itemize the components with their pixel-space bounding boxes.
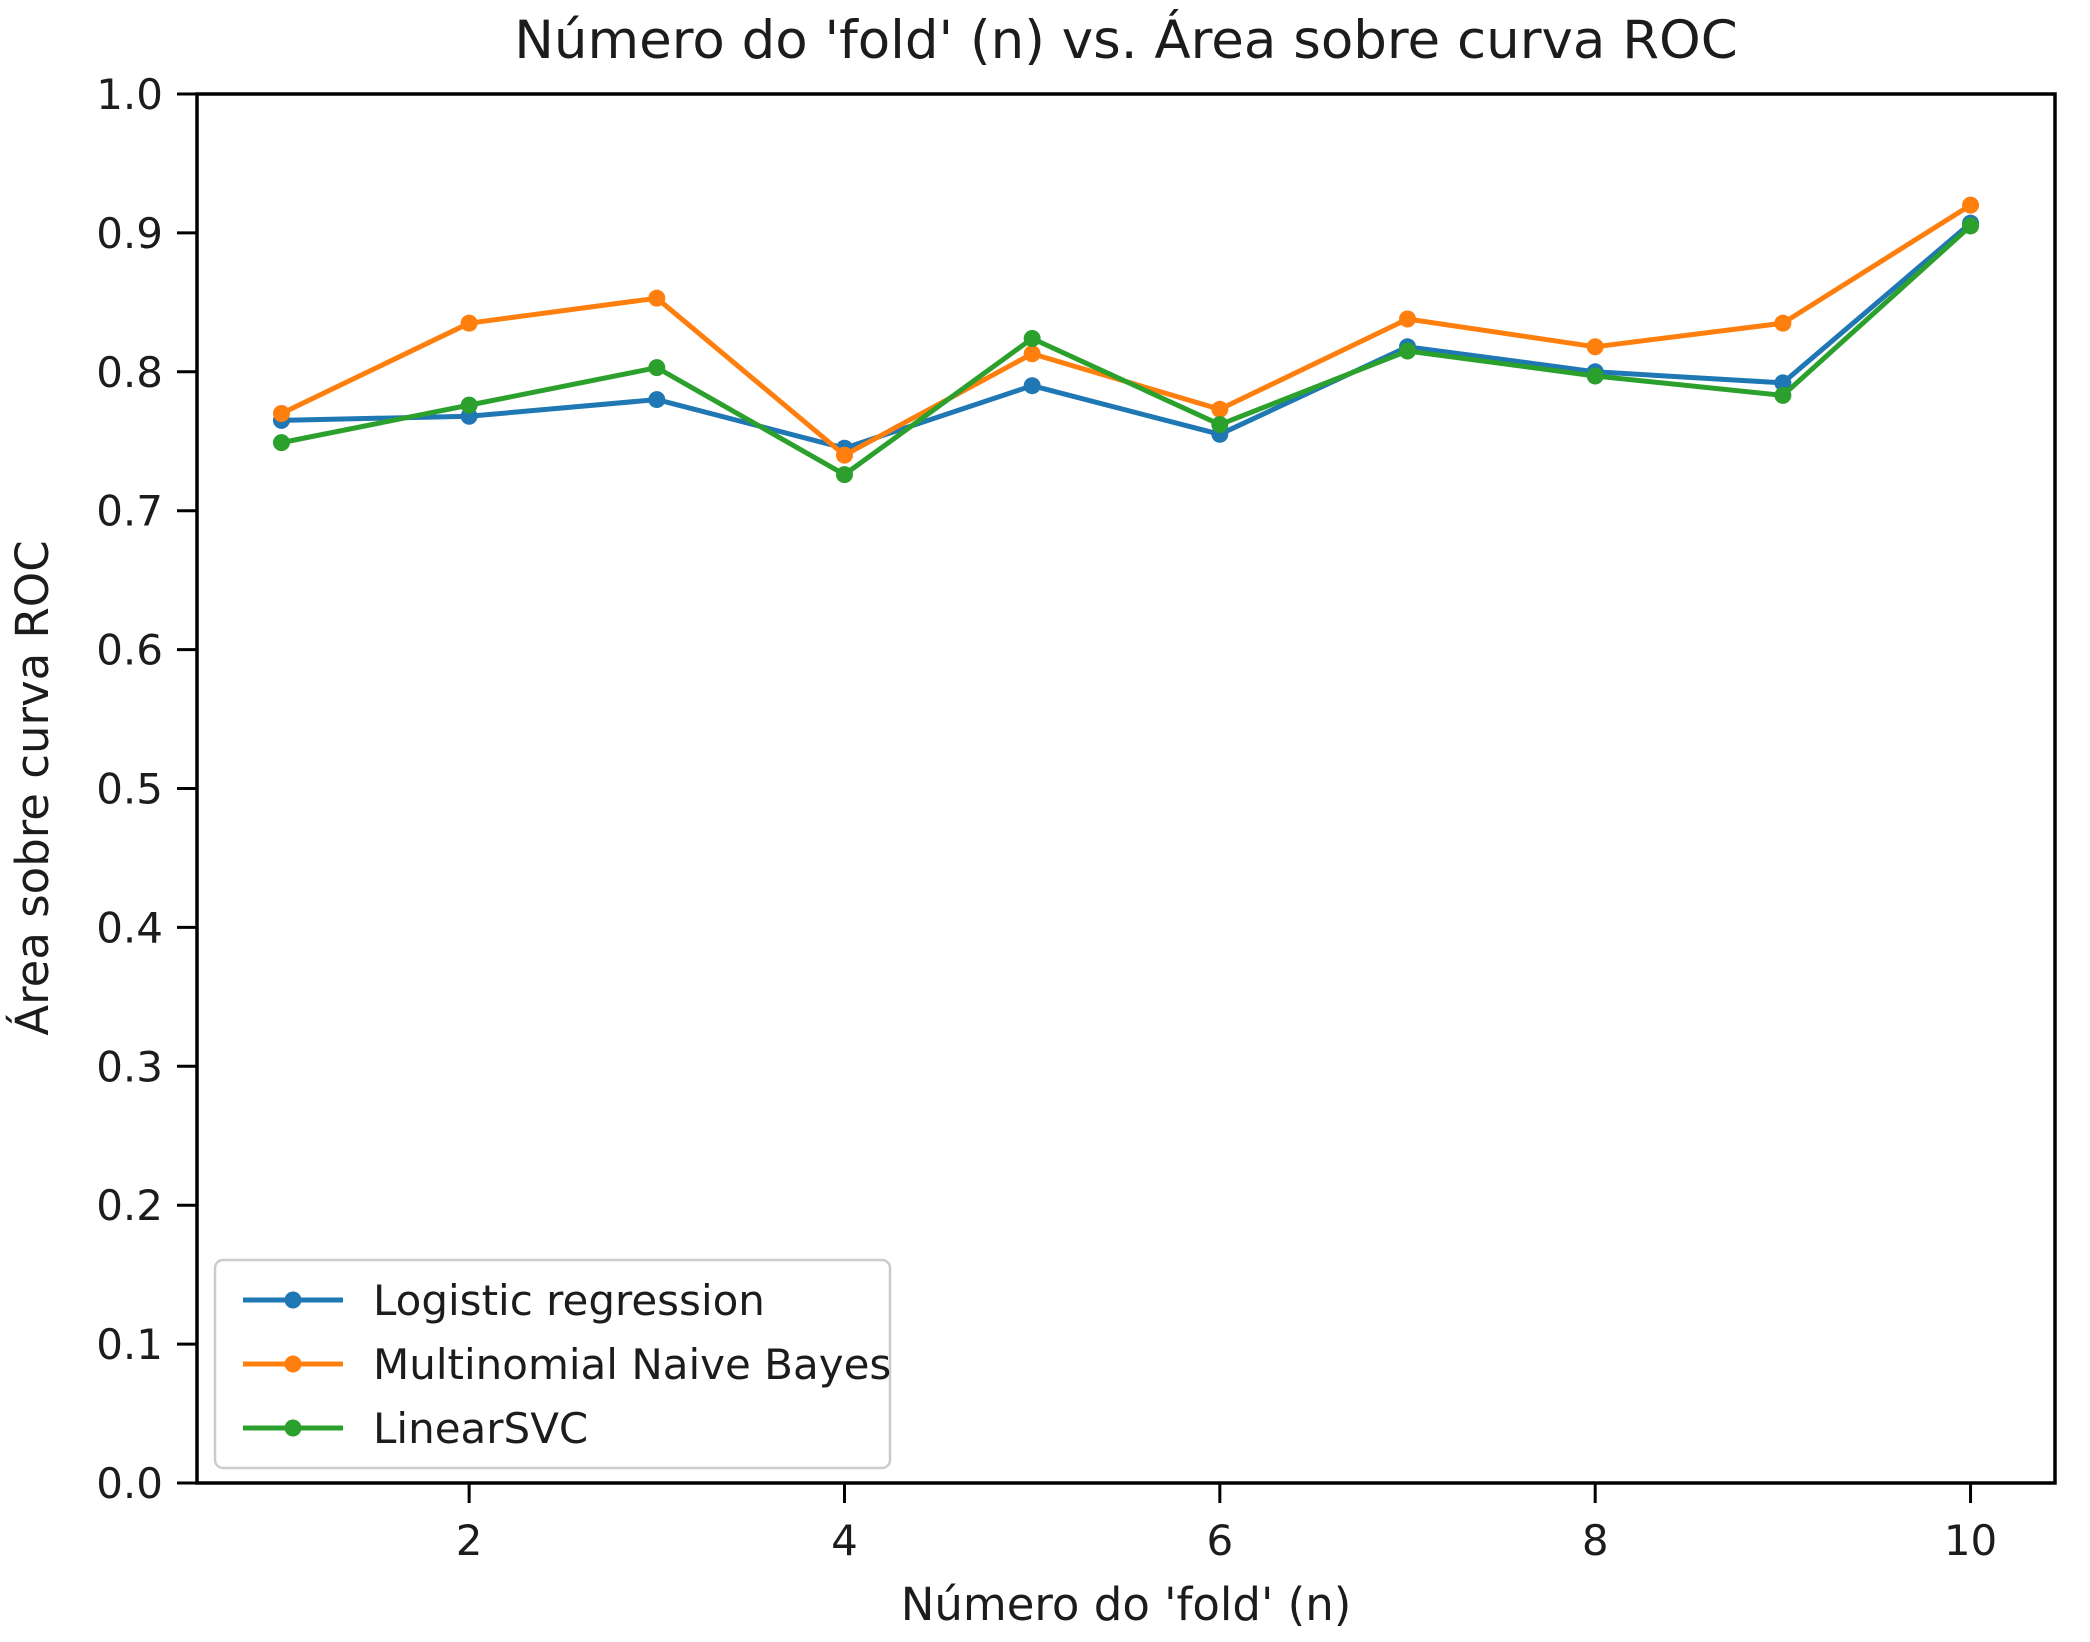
legend-item-label: Multinomial Naive Bayes — [373, 1340, 891, 1389]
x-axis-label: Número do 'fold' (n) — [901, 1578, 1352, 1631]
legend-item-label: LinearSVC — [373, 1404, 588, 1453]
data-point — [1399, 310, 1417, 328]
legend-box — [213, 1258, 892, 1470]
data-point — [1023, 329, 1041, 347]
data-point — [272, 434, 290, 452]
x-axis-ticks: 2 4 6 8 10 — [456, 1483, 1997, 1565]
x-tick-label: 10 — [1944, 1516, 1997, 1565]
y-axis-label: Área sobre curva ROC — [6, 540, 59, 1035]
data-point — [835, 446, 853, 464]
series-line-logistic-regression — [278, 220, 1974, 451]
x-tick-label: 8 — [1582, 1516, 1609, 1565]
legend-sample-marker — [284, 1291, 302, 1309]
legend-item-label: Logistic regression — [373, 1276, 765, 1325]
data-point — [460, 396, 478, 414]
series-group — [272, 196, 1980, 484]
data-point — [1023, 345, 1041, 363]
x-tick-label: 2 — [456, 1516, 483, 1565]
data-point — [1023, 377, 1041, 395]
y-tick-label: 0.1 — [96, 1320, 163, 1369]
data-point — [648, 359, 666, 377]
legend-sample-marker — [284, 1419, 302, 1437]
y-tick-label: 0.6 — [96, 626, 163, 675]
y-tick-label: 0.3 — [96, 1042, 163, 1091]
data-point — [648, 391, 666, 409]
series-line-linearsvc — [278, 223, 1974, 478]
data-point — [1211, 416, 1229, 434]
y-tick-label: 0.7 — [96, 487, 163, 536]
x-tick-label: 6 — [1206, 1516, 1233, 1565]
x-tick-label: 4 — [831, 1516, 858, 1565]
data-point — [1774, 386, 1792, 404]
series-line-multinomial-naive-bayes — [278, 202, 1974, 458]
data-point — [272, 404, 290, 422]
data-point — [1586, 367, 1604, 385]
data-point — [1774, 374, 1792, 392]
legend-sample-marker — [284, 1355, 302, 1373]
y-tick-label: 0.9 — [96, 209, 163, 258]
data-point — [1962, 196, 1980, 214]
data-point — [1211, 400, 1229, 418]
legend: Logistic regression Multinomial Naive Bay… — [213, 1258, 892, 1470]
data-point — [460, 314, 478, 332]
data-point — [835, 466, 853, 484]
y-tick-label: 0.4 — [96, 903, 163, 952]
data-point — [1586, 338, 1604, 356]
chart-title: Número do 'fold' (n) vs. Área sobre curv… — [514, 8, 1738, 71]
y-axis-ticks: 0.0 0.1 0.2 0.3 0.4 0.5 0.6 0.7 0.8 0.9 1.0 — [96, 70, 197, 1508]
y-tick-label: 0.5 — [96, 765, 163, 814]
data-point — [1774, 314, 1792, 332]
data-point — [1962, 217, 1980, 235]
data-point — [648, 289, 666, 307]
y-tick-label: 0.8 — [96, 348, 163, 397]
y-tick-label: 1.0 — [96, 70, 163, 119]
y-tick-label: 0.2 — [96, 1181, 163, 1230]
y-tick-label: 0.0 — [96, 1459, 163, 1508]
data-point — [1399, 342, 1417, 360]
